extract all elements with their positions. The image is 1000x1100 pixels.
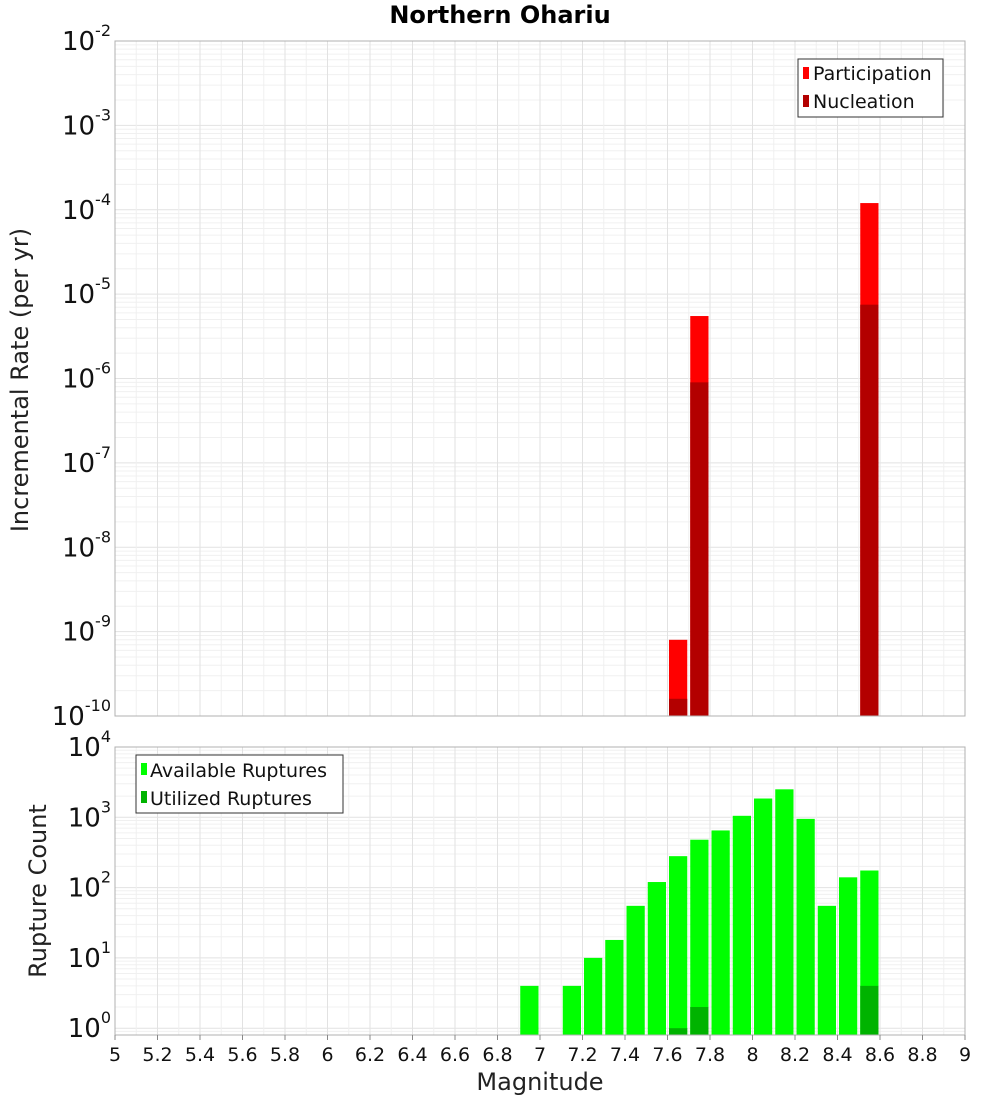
rate-y-axis-label: Incremental Rate (per yr)	[6, 228, 34, 532]
bar-utilized-ruptures	[860, 985, 879, 1035]
y-tick-label: 10-3	[62, 105, 111, 141]
y-tick-label: 10-4	[62, 190, 111, 226]
rate-panel-frame	[114, 40, 966, 717]
x-tick-label: 8.8	[907, 1044, 937, 1066]
rupture-legend-box	[135, 754, 344, 814]
bar-available-ruptures	[839, 877, 858, 1035]
rupture-count-panel: 100 101 102 103 104 5 5.2 5.4 5.6 5.8 6 6.2 6.4 6.6 6…	[24, 727, 971, 1096]
x-tick-label: 5	[109, 1044, 121, 1066]
rate-panel-y-ticks: 10-10 10-9 10-8 10-7 10-6 10-5 10-4 10-3 10-2	[52, 21, 111, 732]
bar-available-ruptures	[626, 905, 645, 1035]
y-tick-label: 10-2	[62, 21, 111, 57]
y-tick-label: 10-6	[62, 359, 111, 395]
bar-available-ruptures	[669, 856, 688, 1035]
x-tick-label: 6.8	[482, 1044, 512, 1066]
legend-swatch-available-ruptures	[141, 763, 147, 775]
rate-legend-box	[797, 58, 944, 118]
x-tick-label: 9	[959, 1044, 971, 1066]
y-tick-label: 10-9	[62, 612, 111, 648]
bar-utilized-ruptures	[669, 1028, 688, 1035]
bar-available-ruptures	[584, 957, 603, 1035]
x-tick-label: 8.6	[865, 1044, 895, 1066]
y-tick-label: 104	[68, 727, 111, 763]
x-tick-label: 7.6	[652, 1044, 682, 1066]
rate-panel-grid	[114, 40, 966, 717]
bar-available-ruptures	[711, 830, 730, 1035]
x-tick-label: 6.4	[397, 1044, 427, 1066]
rate-panel: 10-10 10-9 10-8 10-7 10-6 10-5 10-4 10-3 10-2 In…	[6, 21, 966, 732]
x-tick-label: 7.4	[610, 1044, 640, 1066]
x-tick-label: 7.8	[695, 1044, 725, 1066]
bar-available-ruptures	[520, 985, 539, 1035]
rate-panel-bars	[669, 203, 879, 716]
x-axis-ticks: 5 5.2 5.4 5.6 5.8 6 6.2 6.4 6.6 6.8 7 7.2 7.4 7.6 7.8 8…	[109, 1035, 971, 1066]
x-tick-label: 7	[534, 1044, 546, 1066]
y-tick-label: 100	[68, 1008, 111, 1044]
x-tick-label: 5.4	[185, 1044, 215, 1066]
x-tick-label: 6.6	[440, 1044, 470, 1066]
rupture-y-axis-label: Rupture Count	[24, 804, 52, 978]
x-tick-label: 5.8	[270, 1044, 300, 1066]
legend-swatch-nucleation	[803, 95, 809, 107]
y-tick-label: 102	[68, 868, 111, 904]
y-tick-label: 10-7	[62, 443, 111, 479]
legend-swatch-utilized-ruptures	[141, 791, 147, 803]
x-tick-label: 5.2	[142, 1044, 172, 1066]
bar-available-ruptures	[647, 882, 666, 1035]
rupture-panel-bars	[520, 789, 879, 1035]
y-tick-label: 103	[68, 797, 111, 833]
bar-available-ruptures	[796, 818, 815, 1035]
x-tick-label: 5.6	[227, 1044, 257, 1066]
x-tick-label: 8.4	[822, 1044, 852, 1066]
bar-available-ruptures	[754, 798, 773, 1035]
bar-available-ruptures	[690, 839, 709, 1035]
bar-available-ruptures	[605, 939, 624, 1035]
x-tick-label: 8.2	[780, 1044, 810, 1066]
bar-nucleation	[669, 698, 688, 716]
legend-label-available-ruptures: Available Ruptures	[150, 760, 327, 782]
x-axis-label: Magnitude	[476, 1068, 603, 1096]
bar-nucleation	[690, 382, 709, 716]
y-tick-label: 10-10	[52, 696, 111, 732]
rupture-legend: Available Ruptures Utilized Ruptures	[135, 754, 344, 814]
bar-utilized-ruptures	[690, 1007, 709, 1035]
bar-available-ruptures	[562, 985, 581, 1035]
bar-available-ruptures	[775, 789, 794, 1035]
x-tick-label: 8	[746, 1044, 758, 1066]
y-tick-label: 10-8	[62, 527, 111, 563]
bar-participation	[669, 639, 688, 716]
legend-label-nucleation: Nucleation	[813, 91, 915, 113]
legend-label-utilized-ruptures: Utilized Ruptures	[150, 788, 312, 810]
legend-label-participation: Participation	[813, 63, 932, 85]
chart-title: Northern Ohariu	[389, 1, 610, 29]
bar-available-ruptures	[732, 815, 751, 1035]
bar-available-ruptures	[817, 905, 836, 1035]
x-tick-label: 6.2	[355, 1044, 385, 1066]
y-tick-label: 10-5	[62, 274, 111, 310]
x-tick-label: 6	[321, 1044, 333, 1066]
x-tick-label: 7.2	[567, 1044, 597, 1066]
rupture-panel-y-ticks: 100 101 102 103 104	[68, 727, 111, 1044]
rate-legend: Participation Nucleation	[797, 58, 944, 118]
y-tick-label: 101	[68, 938, 111, 974]
bar-nucleation	[860, 304, 879, 716]
legend-swatch-participation	[803, 67, 809, 79]
